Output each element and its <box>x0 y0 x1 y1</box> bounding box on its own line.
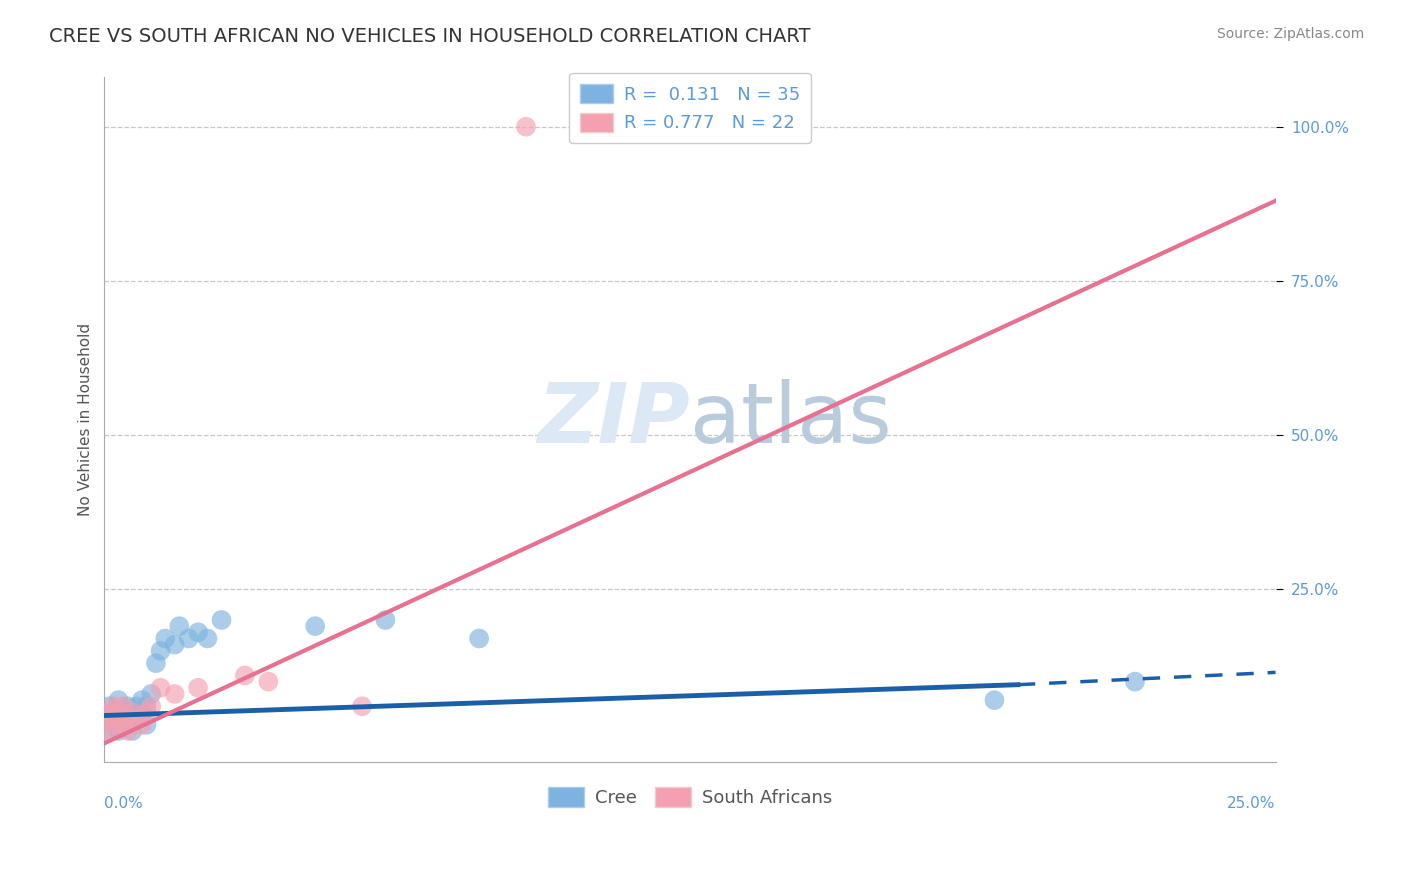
Point <box>112 718 135 732</box>
Point <box>107 706 129 720</box>
Text: atlas: atlas <box>690 379 891 460</box>
Point <box>98 706 121 720</box>
Point <box>141 687 163 701</box>
Point <box>304 619 326 633</box>
Point <box>135 699 157 714</box>
Point <box>515 120 537 134</box>
Legend: Cree, South Africans: Cree, South Africans <box>541 780 839 814</box>
Point <box>103 706 125 720</box>
Y-axis label: No Vehicles in Household: No Vehicles in Household <box>79 323 93 516</box>
Point <box>131 706 153 720</box>
Point <box>155 632 177 646</box>
Point <box>112 699 135 714</box>
Text: 0.0%: 0.0% <box>104 796 143 811</box>
Point <box>107 712 129 726</box>
Point <box>98 699 121 714</box>
Point <box>117 723 139 738</box>
Point <box>145 656 167 670</box>
Point <box>141 699 163 714</box>
Point <box>163 638 186 652</box>
Point <box>98 723 121 738</box>
Point <box>257 674 280 689</box>
Point <box>131 718 153 732</box>
Text: ZIP: ZIP <box>537 379 690 460</box>
Point <box>131 693 153 707</box>
Point <box>187 625 209 640</box>
Point <box>117 718 139 732</box>
Point <box>121 723 143 738</box>
Point <box>121 706 143 720</box>
Point <box>197 632 219 646</box>
Point <box>233 668 256 682</box>
Point <box>127 699 149 714</box>
Point <box>103 718 125 732</box>
Point <box>98 723 121 738</box>
Point <box>983 693 1005 707</box>
Point <box>117 712 139 726</box>
Point <box>374 613 396 627</box>
Text: 25.0%: 25.0% <box>1227 796 1275 811</box>
Point <box>112 718 135 732</box>
Point <box>135 706 157 720</box>
Point <box>169 619 191 633</box>
Point <box>107 693 129 707</box>
Point <box>107 712 129 726</box>
Point <box>149 681 172 695</box>
Point <box>103 718 125 732</box>
Point <box>127 712 149 726</box>
Point <box>1123 674 1146 689</box>
Point <box>103 699 125 714</box>
Point <box>112 706 135 720</box>
Point <box>117 712 139 726</box>
Point <box>107 723 129 738</box>
Point <box>468 632 491 646</box>
Point <box>187 681 209 695</box>
Text: CREE VS SOUTH AFRICAN NO VEHICLES IN HOUSEHOLD CORRELATION CHART: CREE VS SOUTH AFRICAN NO VEHICLES IN HOU… <box>49 27 811 45</box>
Point <box>135 718 157 732</box>
Point <box>127 712 149 726</box>
Point <box>121 706 143 720</box>
Point <box>177 632 200 646</box>
Point <box>149 644 172 658</box>
Point <box>117 699 139 714</box>
Point <box>211 613 233 627</box>
Text: Source: ZipAtlas.com: Source: ZipAtlas.com <box>1216 27 1364 41</box>
Point <box>163 687 186 701</box>
Point <box>350 699 373 714</box>
